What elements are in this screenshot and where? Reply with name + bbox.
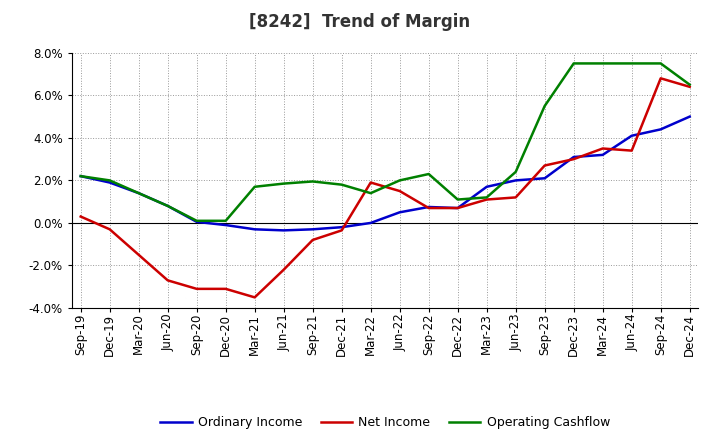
Operating Cashflow (627, 61, 636, 66)
Operating Cashflow (105, 178, 114, 183)
Operating Cashflow (366, 191, 375, 196)
Net Income (541, 163, 549, 168)
Ordinary Income (598, 152, 607, 158)
Net Income (454, 205, 462, 211)
Net Income (251, 295, 259, 300)
Operating Cashflow (454, 197, 462, 202)
Net Income (135, 252, 143, 257)
Net Income (482, 197, 491, 202)
Ordinary Income (221, 223, 230, 228)
Ordinary Income (192, 219, 201, 224)
Operating Cashflow (598, 61, 607, 66)
Ordinary Income (685, 114, 694, 119)
Ordinary Income (105, 180, 114, 185)
Operating Cashflow (221, 218, 230, 224)
Operating Cashflow (135, 191, 143, 196)
Net Income (163, 278, 172, 283)
Net Income (395, 188, 404, 194)
Operating Cashflow (482, 195, 491, 200)
Net Income (598, 146, 607, 151)
Ordinary Income (570, 154, 578, 160)
Operating Cashflow (76, 173, 85, 179)
Operating Cashflow (541, 103, 549, 109)
Operating Cashflow (279, 181, 288, 186)
Ordinary Income (627, 133, 636, 139)
Net Income (366, 180, 375, 185)
Operating Cashflow (657, 61, 665, 66)
Operating Cashflow (395, 178, 404, 183)
Ordinary Income (424, 204, 433, 209)
Net Income (627, 148, 636, 153)
Ordinary Income (338, 224, 346, 230)
Net Income (308, 237, 317, 242)
Operating Cashflow (338, 182, 346, 187)
Line: Ordinary Income: Ordinary Income (81, 117, 690, 231)
Net Income (105, 227, 114, 232)
Ordinary Income (163, 203, 172, 209)
Net Income (657, 76, 665, 81)
Text: [8242]  Trend of Margin: [8242] Trend of Margin (249, 13, 471, 31)
Net Income (511, 195, 520, 200)
Ordinary Income (251, 227, 259, 232)
Ordinary Income (279, 228, 288, 233)
Ordinary Income (454, 205, 462, 211)
Ordinary Income (395, 210, 404, 215)
Net Income (424, 205, 433, 211)
Net Income (192, 286, 201, 292)
Legend: Ordinary Income, Net Income, Operating Cashflow: Ordinary Income, Net Income, Operating C… (156, 411, 615, 434)
Net Income (685, 84, 694, 89)
Operating Cashflow (163, 203, 172, 209)
Operating Cashflow (192, 218, 201, 224)
Operating Cashflow (308, 179, 317, 184)
Net Income (76, 214, 85, 219)
Ordinary Income (482, 184, 491, 189)
Operating Cashflow (511, 169, 520, 175)
Ordinary Income (308, 227, 317, 232)
Operating Cashflow (685, 82, 694, 87)
Ordinary Income (511, 178, 520, 183)
Net Income (221, 286, 230, 292)
Line: Net Income: Net Income (81, 78, 690, 297)
Ordinary Income (366, 220, 375, 226)
Ordinary Income (657, 127, 665, 132)
Ordinary Income (541, 176, 549, 181)
Ordinary Income (135, 191, 143, 196)
Operating Cashflow (570, 61, 578, 66)
Ordinary Income (76, 173, 85, 179)
Operating Cashflow (424, 171, 433, 176)
Line: Operating Cashflow: Operating Cashflow (81, 63, 690, 221)
Net Income (279, 267, 288, 272)
Net Income (338, 228, 346, 233)
Operating Cashflow (251, 184, 259, 189)
Net Income (570, 157, 578, 162)
